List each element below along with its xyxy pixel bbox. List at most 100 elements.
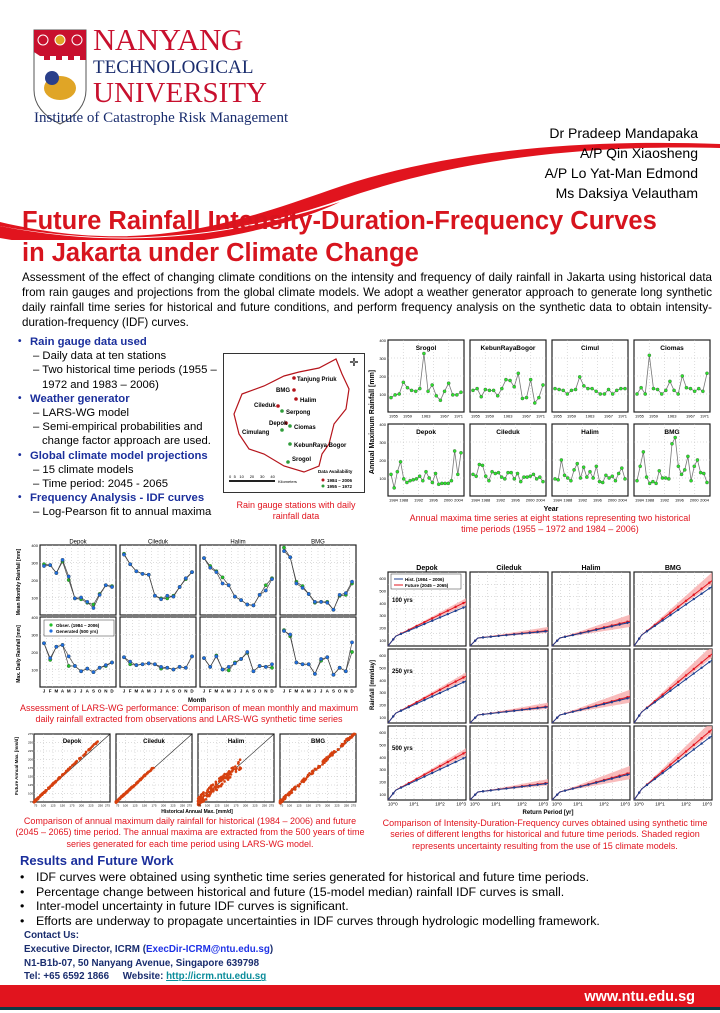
- data-point: [54, 571, 59, 575]
- data-point: [421, 478, 425, 483]
- data-point: [350, 640, 354, 645]
- x-tick: 1963: [586, 414, 596, 419]
- data-point: [418, 386, 422, 391]
- data-point: [669, 689, 672, 692]
- data-point: [39, 794, 42, 798]
- month-tick: M: [134, 689, 138, 694]
- station-label: Cileduk: [254, 403, 276, 409]
- data-point: [565, 392, 570, 396]
- data-point: [677, 680, 680, 684]
- x-tick: 10^2: [599, 802, 609, 807]
- data-point: [348, 736, 352, 740]
- website-link[interactable]: http://icrm.ntu.edu.sg: [166, 971, 267, 983]
- data-point: [205, 794, 209, 798]
- footer-url[interactable]: www.ntu.edu.sg: [584, 989, 695, 1005]
- data-point: [572, 468, 576, 472]
- data-point: [451, 393, 455, 397]
- data-point: [684, 603, 688, 606]
- data-point: [677, 760, 680, 763]
- data-point: [329, 752, 333, 756]
- data-point: [701, 389, 705, 394]
- data-point: [214, 783, 218, 786]
- panel-title: BMG: [311, 540, 325, 546]
- data-point: [270, 662, 274, 667]
- data-point: [321, 760, 325, 763]
- data-point: [556, 478, 560, 482]
- data-point: [661, 770, 664, 773]
- y-tick: 200: [379, 626, 386, 631]
- x-tick: 2004: [454, 498, 464, 503]
- x-tick: 250: [180, 804, 185, 808]
- month-tick: A: [141, 689, 145, 694]
- month-tick: A: [166, 689, 170, 694]
- data-point: [146, 661, 151, 666]
- data-point: [705, 480, 709, 485]
- month-tick: D: [110, 689, 114, 694]
- data-point: [389, 472, 393, 477]
- x-tick: 1967: [686, 414, 696, 419]
- map-caption: Rain gauge stations with daily rainfall …: [236, 500, 356, 522]
- data-point: [392, 715, 395, 718]
- station-label: Serpong: [286, 410, 311, 416]
- data-point: [308, 772, 311, 775]
- station-label: KebunRaya Bogor: [294, 443, 347, 449]
- data-point: [152, 766, 155, 770]
- month-tick: S: [252, 689, 255, 694]
- month-tick: F: [129, 689, 132, 694]
- data-point: [392, 486, 396, 490]
- data-point: [226, 665, 231, 669]
- data-point: [553, 386, 557, 391]
- data-point: [73, 664, 77, 668]
- row-label: 100 yrs: [392, 598, 413, 604]
- data-point: [60, 558, 65, 562]
- data-point: [438, 616, 442, 619]
- data-point: [708, 730, 711, 733]
- data-point: [41, 792, 44, 796]
- data-point: [213, 786, 216, 789]
- x-tick: 1988: [563, 498, 573, 503]
- y-tick: 250: [28, 741, 33, 745]
- station-marker: [294, 397, 298, 401]
- panel-title: Depok: [416, 429, 436, 436]
- data-point: [520, 632, 524, 635]
- poster-title: Future Rainfall Intensity-Duration-Frequ…: [22, 205, 657, 269]
- x-tick: 1971: [618, 414, 628, 419]
- data-point: [708, 660, 711, 664]
- data-point: [223, 780, 226, 783]
- data-point: [591, 476, 595, 480]
- data-point: [541, 383, 545, 387]
- data-point: [573, 387, 578, 392]
- data-point: [282, 629, 286, 633]
- contact-section: Contact Us: Executive Director, ICRM (Ex…: [24, 929, 273, 984]
- x-axis-label: Historical Annual Max. [mm/d]: [161, 809, 233, 815]
- data-point: [557, 387, 561, 392]
- data-point: [139, 778, 142, 782]
- x-tick: 2004: [536, 498, 546, 503]
- data-point: [582, 384, 586, 388]
- data-point: [97, 665, 102, 670]
- legend-label: Generated (500 yrs): [56, 629, 99, 634]
- data-point: [430, 480, 435, 485]
- wordmark-line1: NANYANG: [93, 22, 243, 57]
- data-point: [587, 630, 590, 633]
- data-point: [581, 465, 586, 469]
- data-point: [126, 790, 129, 793]
- email-link[interactable]: ExecDir-ICRM@ntu.edu.sg: [145, 943, 270, 955]
- data-point: [497, 711, 500, 714]
- x-tick: 1996: [593, 498, 603, 503]
- data-point: [620, 466, 624, 470]
- data-point: [679, 472, 684, 477]
- x-tick: 1971: [700, 414, 710, 419]
- data-point: [524, 395, 529, 400]
- x-tick: 1988: [481, 498, 491, 503]
- y-tick: 100: [379, 476, 386, 481]
- data-point: [413, 389, 418, 394]
- data-point: [462, 757, 465, 760]
- data-point: [595, 628, 598, 632]
- university-wordmark: NANYANG TECHNOLOGICAL UNIVERSITY: [93, 24, 267, 108]
- data-point: [645, 706, 649, 710]
- data-point: [302, 778, 305, 781]
- y-tick: 100: [31, 668, 38, 673]
- data-point: [661, 695, 664, 698]
- data-point: [602, 702, 606, 706]
